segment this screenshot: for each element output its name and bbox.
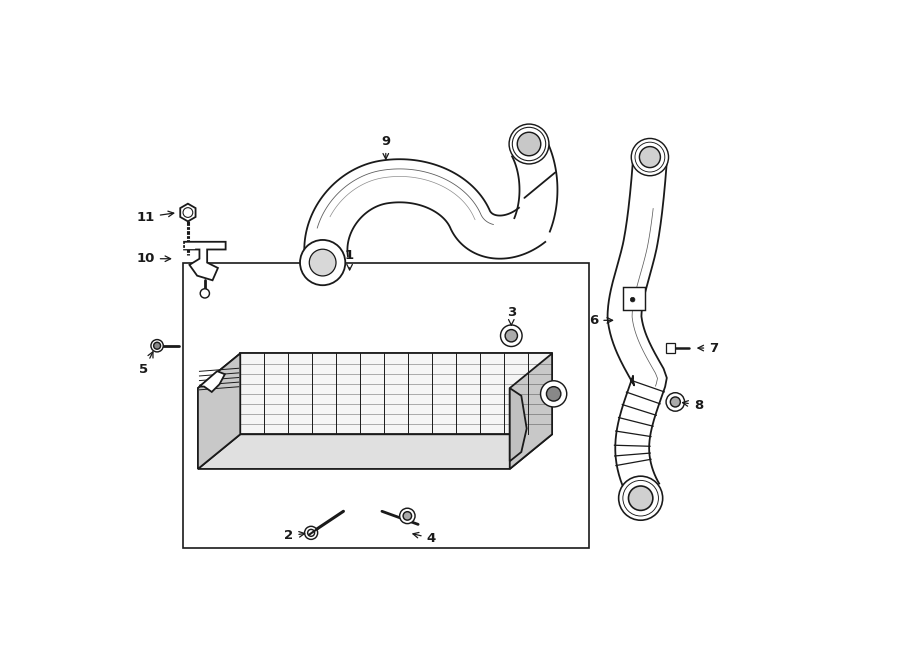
Polygon shape — [304, 159, 545, 261]
Text: 9: 9 — [382, 135, 391, 159]
Circle shape — [200, 289, 210, 298]
Polygon shape — [184, 242, 226, 280]
Polygon shape — [512, 139, 557, 231]
Circle shape — [666, 393, 685, 411]
Circle shape — [618, 476, 662, 520]
Bar — [183, 263, 590, 548]
Text: 6: 6 — [590, 314, 613, 327]
Polygon shape — [200, 371, 225, 392]
Circle shape — [300, 240, 346, 285]
Circle shape — [505, 330, 518, 342]
Circle shape — [310, 249, 336, 276]
Text: 7: 7 — [698, 342, 718, 354]
Circle shape — [518, 132, 541, 156]
Bar — [624, 286, 645, 309]
Text: 1: 1 — [345, 249, 355, 270]
Circle shape — [546, 387, 561, 401]
Circle shape — [670, 397, 680, 407]
Polygon shape — [180, 204, 195, 221]
Bar — [666, 342, 675, 354]
Circle shape — [403, 512, 411, 520]
Polygon shape — [198, 434, 552, 469]
Polygon shape — [509, 354, 552, 469]
Polygon shape — [198, 354, 240, 469]
Polygon shape — [240, 354, 552, 434]
Polygon shape — [509, 388, 526, 461]
Circle shape — [541, 381, 567, 407]
Circle shape — [639, 147, 661, 168]
Text: 4: 4 — [413, 531, 436, 545]
Text: 8: 8 — [682, 399, 703, 412]
Text: 5: 5 — [140, 352, 153, 377]
Circle shape — [500, 325, 522, 346]
Polygon shape — [608, 160, 667, 500]
Text: 2: 2 — [284, 529, 305, 543]
Circle shape — [631, 138, 669, 176]
Circle shape — [630, 297, 634, 302]
Text: 3: 3 — [507, 306, 516, 325]
Circle shape — [509, 124, 549, 164]
Circle shape — [304, 526, 318, 539]
Circle shape — [400, 508, 415, 524]
Circle shape — [151, 340, 163, 352]
Circle shape — [628, 486, 652, 510]
Circle shape — [308, 529, 315, 536]
Circle shape — [154, 342, 160, 349]
Text: 11: 11 — [137, 211, 174, 223]
Polygon shape — [198, 354, 552, 388]
Text: 10: 10 — [137, 253, 171, 265]
Circle shape — [183, 208, 193, 217]
